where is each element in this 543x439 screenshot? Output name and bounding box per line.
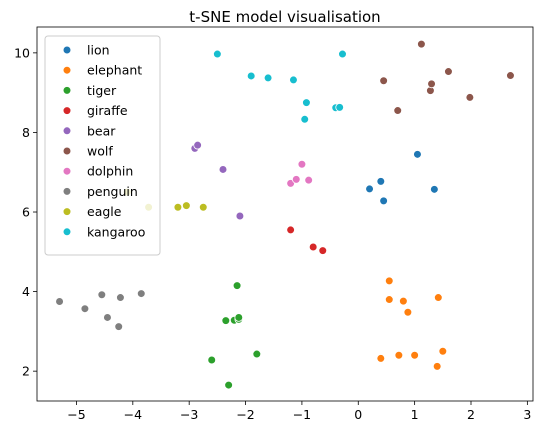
point-kangaroo [263,73,273,83]
point-wolf [393,106,403,115]
point-wolf [506,71,515,80]
point-penguin [97,290,107,300]
point-elephant [384,276,394,286]
point-eagle [198,202,208,212]
point-kangaroo [246,71,256,81]
x-tick-label: −1 [293,407,311,422]
point-giraffe [318,246,328,255]
point-eagle [173,202,183,212]
legend-label-giraffe: giraffe [87,103,128,118]
legend-label-bear: bear [87,123,116,138]
point-elephant [438,346,448,356]
point-lion [413,150,422,159]
point-elephant [432,362,442,371]
point-penguin [103,313,112,322]
point-giraffe [308,242,318,252]
x-tick-label: −2 [236,407,254,422]
point-kangaroo [289,75,298,85]
y-tick-label: 8 [22,125,30,140]
point-lion [430,185,439,194]
legend-marker-dolphin [62,166,72,176]
point-eagle [182,201,191,210]
y-tick-label: 4 [22,284,30,299]
x-tick-label: 0 [354,407,362,422]
legend: lion elephant tiger giraffe bear wolf dolphin p… [44,35,161,256]
point-elephant [434,293,443,302]
point-dolphin [297,159,307,169]
point-dolphin [304,175,313,185]
point-bear [235,211,245,221]
x-tick-label: 1 [411,407,419,422]
x-tick-label: 3 [523,407,531,422]
point-tiger [207,355,217,365]
legend-label-penguin: penguin [87,184,138,199]
legend-marker-penguin [62,187,72,196]
point-tiger [224,380,233,390]
legend-marker-bear [62,126,72,136]
chart-title: t-SNE model visualisation [189,8,380,26]
point-elephant [384,295,394,304]
point-lion [376,177,386,186]
point-kangaroo [335,103,344,112]
point-giraffe [286,225,295,235]
y-tick-label: 6 [22,205,30,220]
legend-marker-eagle [62,207,72,216]
y-tick-label: 10 [14,45,30,60]
legend-marker-kangaroo [62,227,72,237]
point-lion [379,196,388,206]
legend-label-eagle: eagle [87,204,122,219]
point-elephant [376,354,386,363]
legend-label-dolphin: dolphin [87,164,133,179]
point-tiger [234,313,244,322]
legend-marker-giraffe [62,106,72,115]
point-penguin [55,297,64,306]
legend-box [44,35,161,256]
legend-marker-elephant [62,65,72,75]
point-tiger [252,349,262,359]
plot-area [36,26,534,402]
point-elephant [399,296,408,306]
point-kangaroo [300,115,310,124]
point-dolphin [291,175,301,184]
point-bear [193,140,202,150]
point-kangaroo [213,49,222,59]
point-penguin [80,304,90,313]
point-penguin [136,289,146,298]
x-tick-label: 2 [467,407,475,422]
legend-marker-lion [62,45,72,55]
point-tiger [221,316,231,325]
point-wolf [379,76,388,86]
x-tick-label: −3 [180,407,198,422]
axis-ticks: −5 −4 −3 −2 −1 0 1 2 3 2 4 6 8 10 [14,45,531,422]
point-kangaroo [338,49,347,59]
legend-label-kangaroo: kangaroo [87,224,145,239]
legend-label-wolf: wolf [87,144,113,159]
point-wolf [417,39,426,49]
legend-label-tiger: tiger [87,83,117,98]
point-wolf [427,79,436,89]
point-tiger [232,281,242,290]
point-elephant [394,350,404,360]
point-bear [218,165,228,174]
legend-label-lion: lion [87,43,110,58]
point-kangaroo [302,98,311,107]
point-penguin [116,293,125,302]
point-wolf [465,93,475,102]
legend-marker-tiger [62,86,72,95]
y-tick-label: 2 [22,364,30,379]
x-tick-label: −4 [124,407,142,422]
x-tick-label: −5 [67,407,85,422]
point-penguin [114,322,124,331]
point-elephant [410,350,419,360]
legend-label-elephant: elephant [87,63,142,78]
point-wolf [444,67,453,76]
legend-marker-wolf [62,146,72,156]
point-elephant [403,307,413,317]
point-lion [365,184,374,194]
